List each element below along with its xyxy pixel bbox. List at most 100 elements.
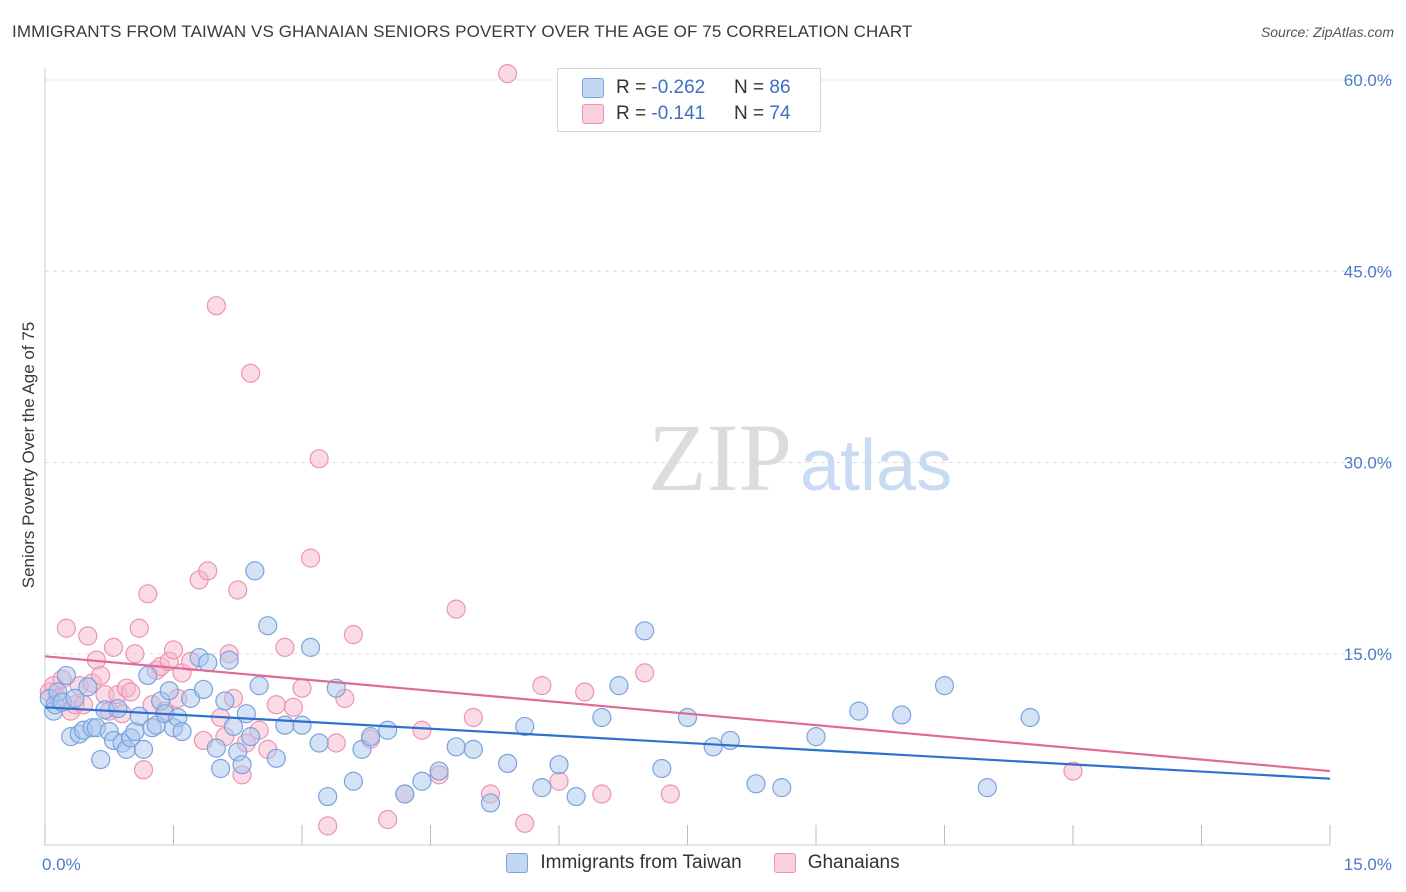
watermark-atlas: atlas	[800, 426, 952, 506]
data-point-ghanaians	[326, 733, 346, 753]
data-point-taiwan	[78, 677, 98, 697]
data-point-taiwan	[172, 721, 192, 742]
data-point-ghanaians	[592, 784, 612, 804]
trend-line-taiwan	[44, 706, 1331, 780]
data-point-taiwan	[266, 748, 286, 768]
data-point-taiwan	[138, 665, 158, 686]
data-point-taiwan	[245, 561, 265, 581]
legend-swatch-pink	[773, 853, 796, 873]
series-legend: Immigrants from Taiwan Ghanaians	[0, 852, 1406, 874]
data-point-taiwan	[592, 707, 612, 728]
data-point-taiwan	[412, 771, 432, 791]
x-tick-label: 0.0%	[42, 855, 81, 874]
data-point-ghanaians	[378, 809, 398, 830]
data-point-ghanaians	[635, 663, 655, 683]
data-point-ghanaians	[241, 363, 261, 383]
trend-line-ghanaians	[44, 655, 1331, 773]
data-point-ghanaians	[78, 626, 98, 646]
data-point-taiwan	[318, 786, 338, 807]
data-point-ghanaians	[198, 561, 218, 581]
data-point-taiwan	[378, 720, 398, 740]
data-point-taiwan	[211, 758, 231, 779]
data-point-taiwan	[236, 704, 256, 724]
data-point-taiwan	[806, 727, 826, 747]
data-point-taiwan	[215, 691, 235, 711]
data-point-taiwan	[232, 755, 252, 775]
data-point-taiwan	[1020, 707, 1040, 728]
legend-label-taiwan: Immigrants from Taiwan	[540, 852, 742, 873]
legend-n-value: 86	[769, 77, 791, 98]
legend-label-ghanaians: Ghanaians	[807, 852, 900, 873]
series-taiwan	[39, 561, 1040, 813]
data-point-taiwan	[746, 774, 766, 794]
data-point-taiwan	[480, 793, 501, 813]
chart-title: IMMIGRANTS FROM TAIWAN VS GHANAIAN SENIO…	[12, 22, 913, 41]
legend-row-taiwan: R = -0.262 N = 86	[582, 76, 791, 100]
data-point-taiwan	[429, 761, 449, 781]
data-point-ghanaians	[133, 760, 154, 780]
y-tick-label: 45.0%	[1344, 262, 1392, 281]
trend-lines	[44, 655, 1331, 780]
data-point-ghanaians	[515, 813, 535, 833]
data-point-taiwan	[566, 786, 586, 807]
data-point-ghanaians	[463, 707, 483, 728]
data-point-taiwan	[677, 707, 698, 728]
data-point-taiwan	[300, 637, 321, 657]
legend-swatch-blue	[506, 853, 529, 873]
data-point-ghanaians	[292, 678, 312, 698]
y-axis-label: Seniors Poverty Over the Age of 75	[19, 322, 38, 588]
watermark-zip: ZIP	[648, 404, 792, 511]
legend-item-taiwan: Immigrants from Taiwan	[506, 852, 742, 874]
data-point-ghanaians	[56, 618, 77, 638]
data-point-taiwan	[609, 676, 629, 696]
data-point-ghanaians	[138, 584, 158, 604]
data-point-taiwan	[652, 758, 672, 779]
tick-labels: 15.0% 30.0% 45.0% 60.0% 0.0% 15.0%	[42, 71, 1392, 874]
legend-item-ghanaians: Ghanaians	[773, 852, 900, 874]
data-point-ghanaians	[163, 640, 184, 660]
data-point-taiwan	[515, 716, 535, 737]
data-point-ghanaians	[228, 580, 248, 600]
data-point-ghanaians	[575, 682, 595, 702]
data-point-taiwan	[219, 650, 239, 670]
stats-legend: R = -0.262 N = 86 R = -0.141 N = 74	[557, 68, 821, 132]
data-point-ghanaians	[412, 720, 432, 740]
data-point-ghanaians	[498, 64, 518, 84]
data-point-ghanaians	[125, 644, 145, 664]
data-point-ghanaians	[121, 682, 141, 702]
legend-n-ghanaians: N = 74	[734, 103, 791, 125]
legend-r-value: -0.262	[651, 77, 706, 98]
data-point-ghanaians	[343, 625, 363, 645]
data-point-ghanaians	[300, 548, 321, 568]
data-point-taiwan	[463, 739, 483, 759]
data-point-ghanaians	[532, 676, 552, 696]
data-point-taiwan	[360, 727, 381, 747]
legend-swatch-pink	[582, 104, 604, 124]
data-point-taiwan	[892, 705, 912, 725]
data-point-taiwan	[292, 715, 312, 735]
data-point-ghanaians	[206, 296, 226, 316]
legend-n-label: N =	[734, 77, 770, 98]
data-point-taiwan	[977, 778, 997, 798]
data-point-taiwan	[849, 701, 869, 721]
data-point-ghanaians	[91, 665, 111, 686]
data-point-ghanaians	[446, 599, 466, 619]
data-point-taiwan	[934, 676, 955, 696]
data-point-ghanaians	[283, 697, 304, 717]
legend-r-taiwan: R = -0.262	[616, 77, 734, 99]
legend-r-label: R =	[616, 103, 652, 124]
data-point-taiwan	[159, 681, 179, 701]
data-point-taiwan	[91, 749, 111, 770]
legend-row-ghanaians: R = -0.141 N = 74	[582, 102, 791, 126]
y-tick-label: 30.0%	[1344, 454, 1392, 473]
data-point-taiwan	[343, 771, 363, 791]
data-point-taiwan	[772, 778, 792, 798]
data-point-taiwan	[65, 688, 85, 708]
legend-r-label: R =	[616, 77, 652, 98]
data-point-ghanaians	[549, 771, 569, 791]
data-point-taiwan	[241, 727, 261, 747]
data-point-ghanaians	[318, 816, 338, 836]
legend-swatch-blue	[582, 78, 604, 98]
data-point-taiwan	[249, 676, 269, 696]
